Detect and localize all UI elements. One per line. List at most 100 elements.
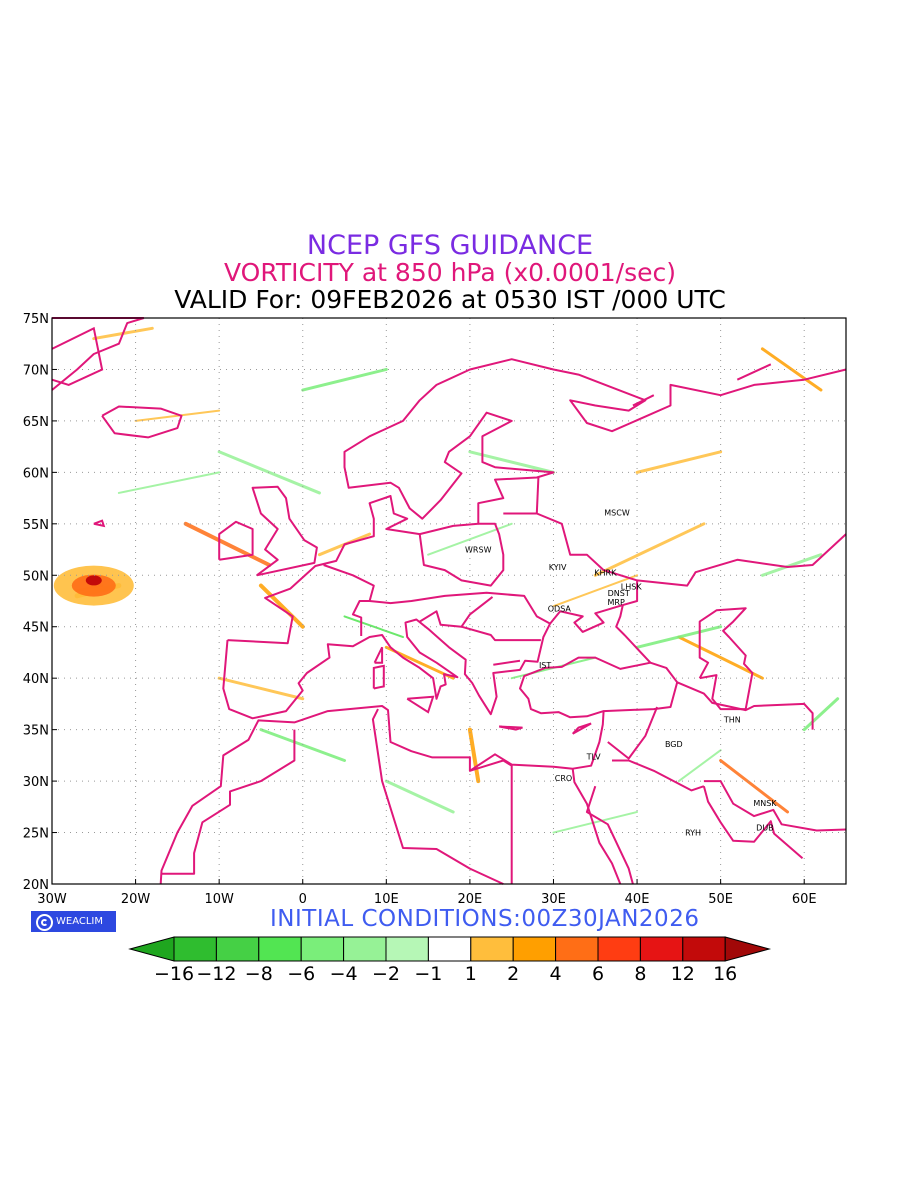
coast-border-line	[632, 394, 655, 407]
legend-label: −16	[154, 963, 194, 985]
vorticity-streak	[760, 553, 823, 577]
city-label-tlv: TLV	[586, 752, 601, 761]
city-label-mnsk: MNSK	[753, 799, 777, 808]
coast-border-line	[736, 363, 772, 381]
cyclone-vorticity-mid	[71, 574, 116, 597]
lat-label: 55N	[23, 518, 49, 533]
vorticity-streak	[259, 728, 347, 763]
legend-arrow-high	[724, 936, 772, 962]
lon-label: 30W	[37, 892, 67, 907]
coast-border-line	[698, 607, 754, 711]
coast-border-line	[418, 522, 505, 587]
island-outline	[372, 664, 385, 690]
legend-swatch	[343, 936, 387, 962]
city-label-ist: IST	[539, 661, 551, 670]
vorticity-streak	[384, 779, 455, 814]
city-label-mrp: MRP	[608, 598, 625, 607]
coast-border-line	[535, 477, 540, 514]
legend-label: 6	[592, 963, 604, 985]
coast-border-line	[159, 604, 652, 885]
legend-swatch	[512, 936, 557, 962]
weaclim-label: WEACLIM	[56, 916, 104, 927]
legend-label: −8	[245, 963, 273, 985]
city-label-odsa: ODSA	[548, 604, 572, 613]
legend-label: −1	[414, 963, 442, 985]
island-outline	[406, 695, 435, 714]
coast-border-line	[371, 708, 504, 885]
coast-border-line	[650, 661, 678, 683]
city-label-lhsk: LHSK	[621, 583, 643, 592]
lat-label: 60N	[23, 466, 49, 481]
graticule	[52, 318, 846, 884]
coastlines-and-borders	[51, 317, 847, 885]
legend-label: −12	[196, 963, 236, 985]
coast-border-line	[603, 681, 814, 730]
lat-label: 30N	[23, 775, 49, 790]
city-label-khrk: KHRK	[594, 568, 617, 577]
city-label-wrsw: WRSW	[465, 546, 492, 555]
city-label-bgd: BGD	[665, 740, 683, 749]
legend-swatch	[215, 936, 260, 962]
lat-label: 65N	[23, 415, 49, 430]
vorticity-streak	[802, 697, 840, 732]
legend-swatch	[639, 936, 684, 962]
vorticity-streak	[301, 367, 388, 392]
lon-label: 30E	[541, 892, 566, 907]
vorticity-streak	[593, 522, 706, 577]
coast-border-line	[585, 785, 634, 885]
vorticity-streak	[635, 450, 723, 474]
city-label-dub: DUB	[756, 823, 774, 832]
legend-swatch	[682, 936, 726, 962]
city-label-cro: CRO	[555, 774, 572, 783]
lon-label: 10E	[374, 892, 399, 907]
weaclim-badge: WEACLIM	[31, 911, 116, 932]
legend-swatch	[427, 936, 472, 962]
lat-label: 50N	[23, 569, 49, 584]
legend-label: 2	[507, 963, 519, 985]
coast-border-line	[703, 780, 847, 832]
lon-label: 0	[299, 892, 307, 907]
lon-label: 60E	[792, 892, 817, 907]
coast-border-line	[493, 659, 521, 666]
legend-swatch	[173, 936, 217, 962]
lat-label: 40N	[23, 672, 49, 687]
island-outline	[373, 646, 384, 664]
coast-border-line	[51, 317, 145, 391]
longitude-labels: 30W 20W 10W 0 10E 20E 30E 40E 50E 60E	[37, 879, 817, 907]
legend-label: 4	[550, 963, 562, 985]
island-outline	[93, 519, 106, 528]
legend-label: 8	[634, 963, 646, 985]
coast-border-line	[469, 759, 513, 884]
coast-border-line	[571, 768, 622, 885]
legend-label: 1	[465, 963, 477, 985]
coast-border-line	[160, 729, 296, 875]
vorticity-streak	[468, 450, 555, 474]
lat-label: 70N	[23, 363, 49, 378]
city-label-dnst: DNST	[608, 589, 630, 598]
coast-border-line	[419, 596, 494, 628]
city-label-ryh: RYH	[685, 829, 701, 838]
title-model: NCEP GFS GUIDANCE	[306, 230, 594, 261]
lon-label: 20W	[121, 892, 151, 907]
coast-border-line	[227, 358, 847, 645]
vorticity-streak	[467, 727, 481, 784]
legend-swatch	[597, 936, 641, 962]
vorticity-streak	[552, 574, 639, 608]
legend-label: 12	[671, 963, 695, 985]
vorticity-streak	[134, 409, 221, 422]
vorticity-streak	[552, 810, 639, 834]
coast-border-line	[503, 512, 639, 607]
latitude-labels: 75N 70N 65N 60N 55N 50N 45N 40N 35N 30N 25N 20N	[23, 312, 57, 893]
vorticity-streak	[343, 615, 405, 639]
legend-swatch	[555, 936, 599, 962]
vorticity-streak	[635, 625, 723, 649]
coast-border-line	[702, 785, 804, 860]
coast-border-line	[636, 533, 847, 587]
initial-conditions: INITIAL CONDITIONS:00Z30JAN2026	[270, 906, 700, 932]
vorticity-streak	[217, 676, 305, 701]
lat-label: 25N	[23, 827, 49, 842]
weaclim-logo-icon	[36, 914, 53, 931]
city-label-mscw: MSCW	[604, 509, 630, 518]
